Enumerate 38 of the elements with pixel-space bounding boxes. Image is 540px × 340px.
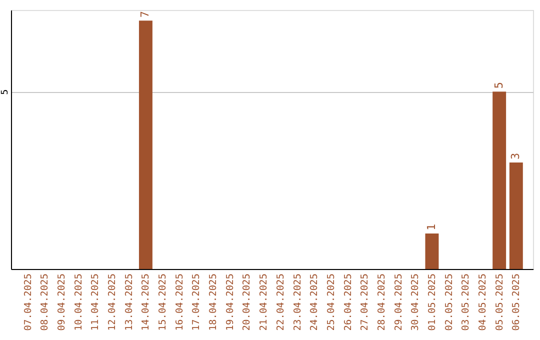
x-tick-label: 11.04.2025 xyxy=(90,274,102,331)
x-tick-label: 30.04.2025 xyxy=(410,274,422,331)
x-tick-label: 04.05.2025 xyxy=(477,274,488,331)
bar xyxy=(509,162,523,269)
x-tick-label: 24.04.2025 xyxy=(309,274,320,331)
x-tick-label: 28.04.2025 xyxy=(376,274,388,331)
x-tick-label: 20.04.2025 xyxy=(242,274,253,331)
x-tick-label: 12.04.2025 xyxy=(107,274,118,331)
x-tick-label: 25.04.2025 xyxy=(326,274,337,331)
x-tick-label: 18.04.2025 xyxy=(208,274,220,331)
x-tick-label: 16.04.2025 xyxy=(174,274,186,331)
x-tick-label: 02.05.2025 xyxy=(444,274,455,331)
x-tick-label: 03.05.2025 xyxy=(460,274,472,331)
x-tick-label: 21.04.2025 xyxy=(258,274,270,331)
data-label: 3 xyxy=(509,152,522,160)
x-tick-label: 15.04.2025 xyxy=(158,274,169,331)
x-tick-label: 07.04.2025 xyxy=(22,274,34,331)
x-tick-label: 05.05.2025 xyxy=(494,274,506,331)
x-tick-label: 17.04.2025 xyxy=(191,274,202,331)
x-tick-label: 29.04.2025 xyxy=(393,274,404,331)
x-tick-label: 13.04.2025 xyxy=(124,274,135,331)
x-tick-label: 09.04.2025 xyxy=(56,274,68,331)
data-label: 5 xyxy=(492,82,506,89)
x-tick-label: 26.04.2025 xyxy=(342,274,354,331)
x-tick-label: 06.05.2025 xyxy=(511,274,522,331)
x-tick-label: 14.04.2025 xyxy=(140,274,152,331)
data-label: 7 xyxy=(138,11,152,18)
bar xyxy=(492,92,506,269)
x-tick-label: 01.05.2025 xyxy=(426,274,438,331)
x-tick-label: 08.04.2025 xyxy=(40,274,51,331)
data-label: 1 xyxy=(424,224,438,231)
x-tick-label: 10.04.2025 xyxy=(73,274,84,331)
x-tick-label: 27.04.2025 xyxy=(360,274,371,331)
x-tick-label: 23.04.2025 xyxy=(292,274,304,331)
x-tick-label: 22.04.2025 xyxy=(275,274,286,331)
bar xyxy=(138,20,152,269)
bar xyxy=(425,234,439,269)
x-tick-label: 19.04.2025 xyxy=(224,274,236,331)
